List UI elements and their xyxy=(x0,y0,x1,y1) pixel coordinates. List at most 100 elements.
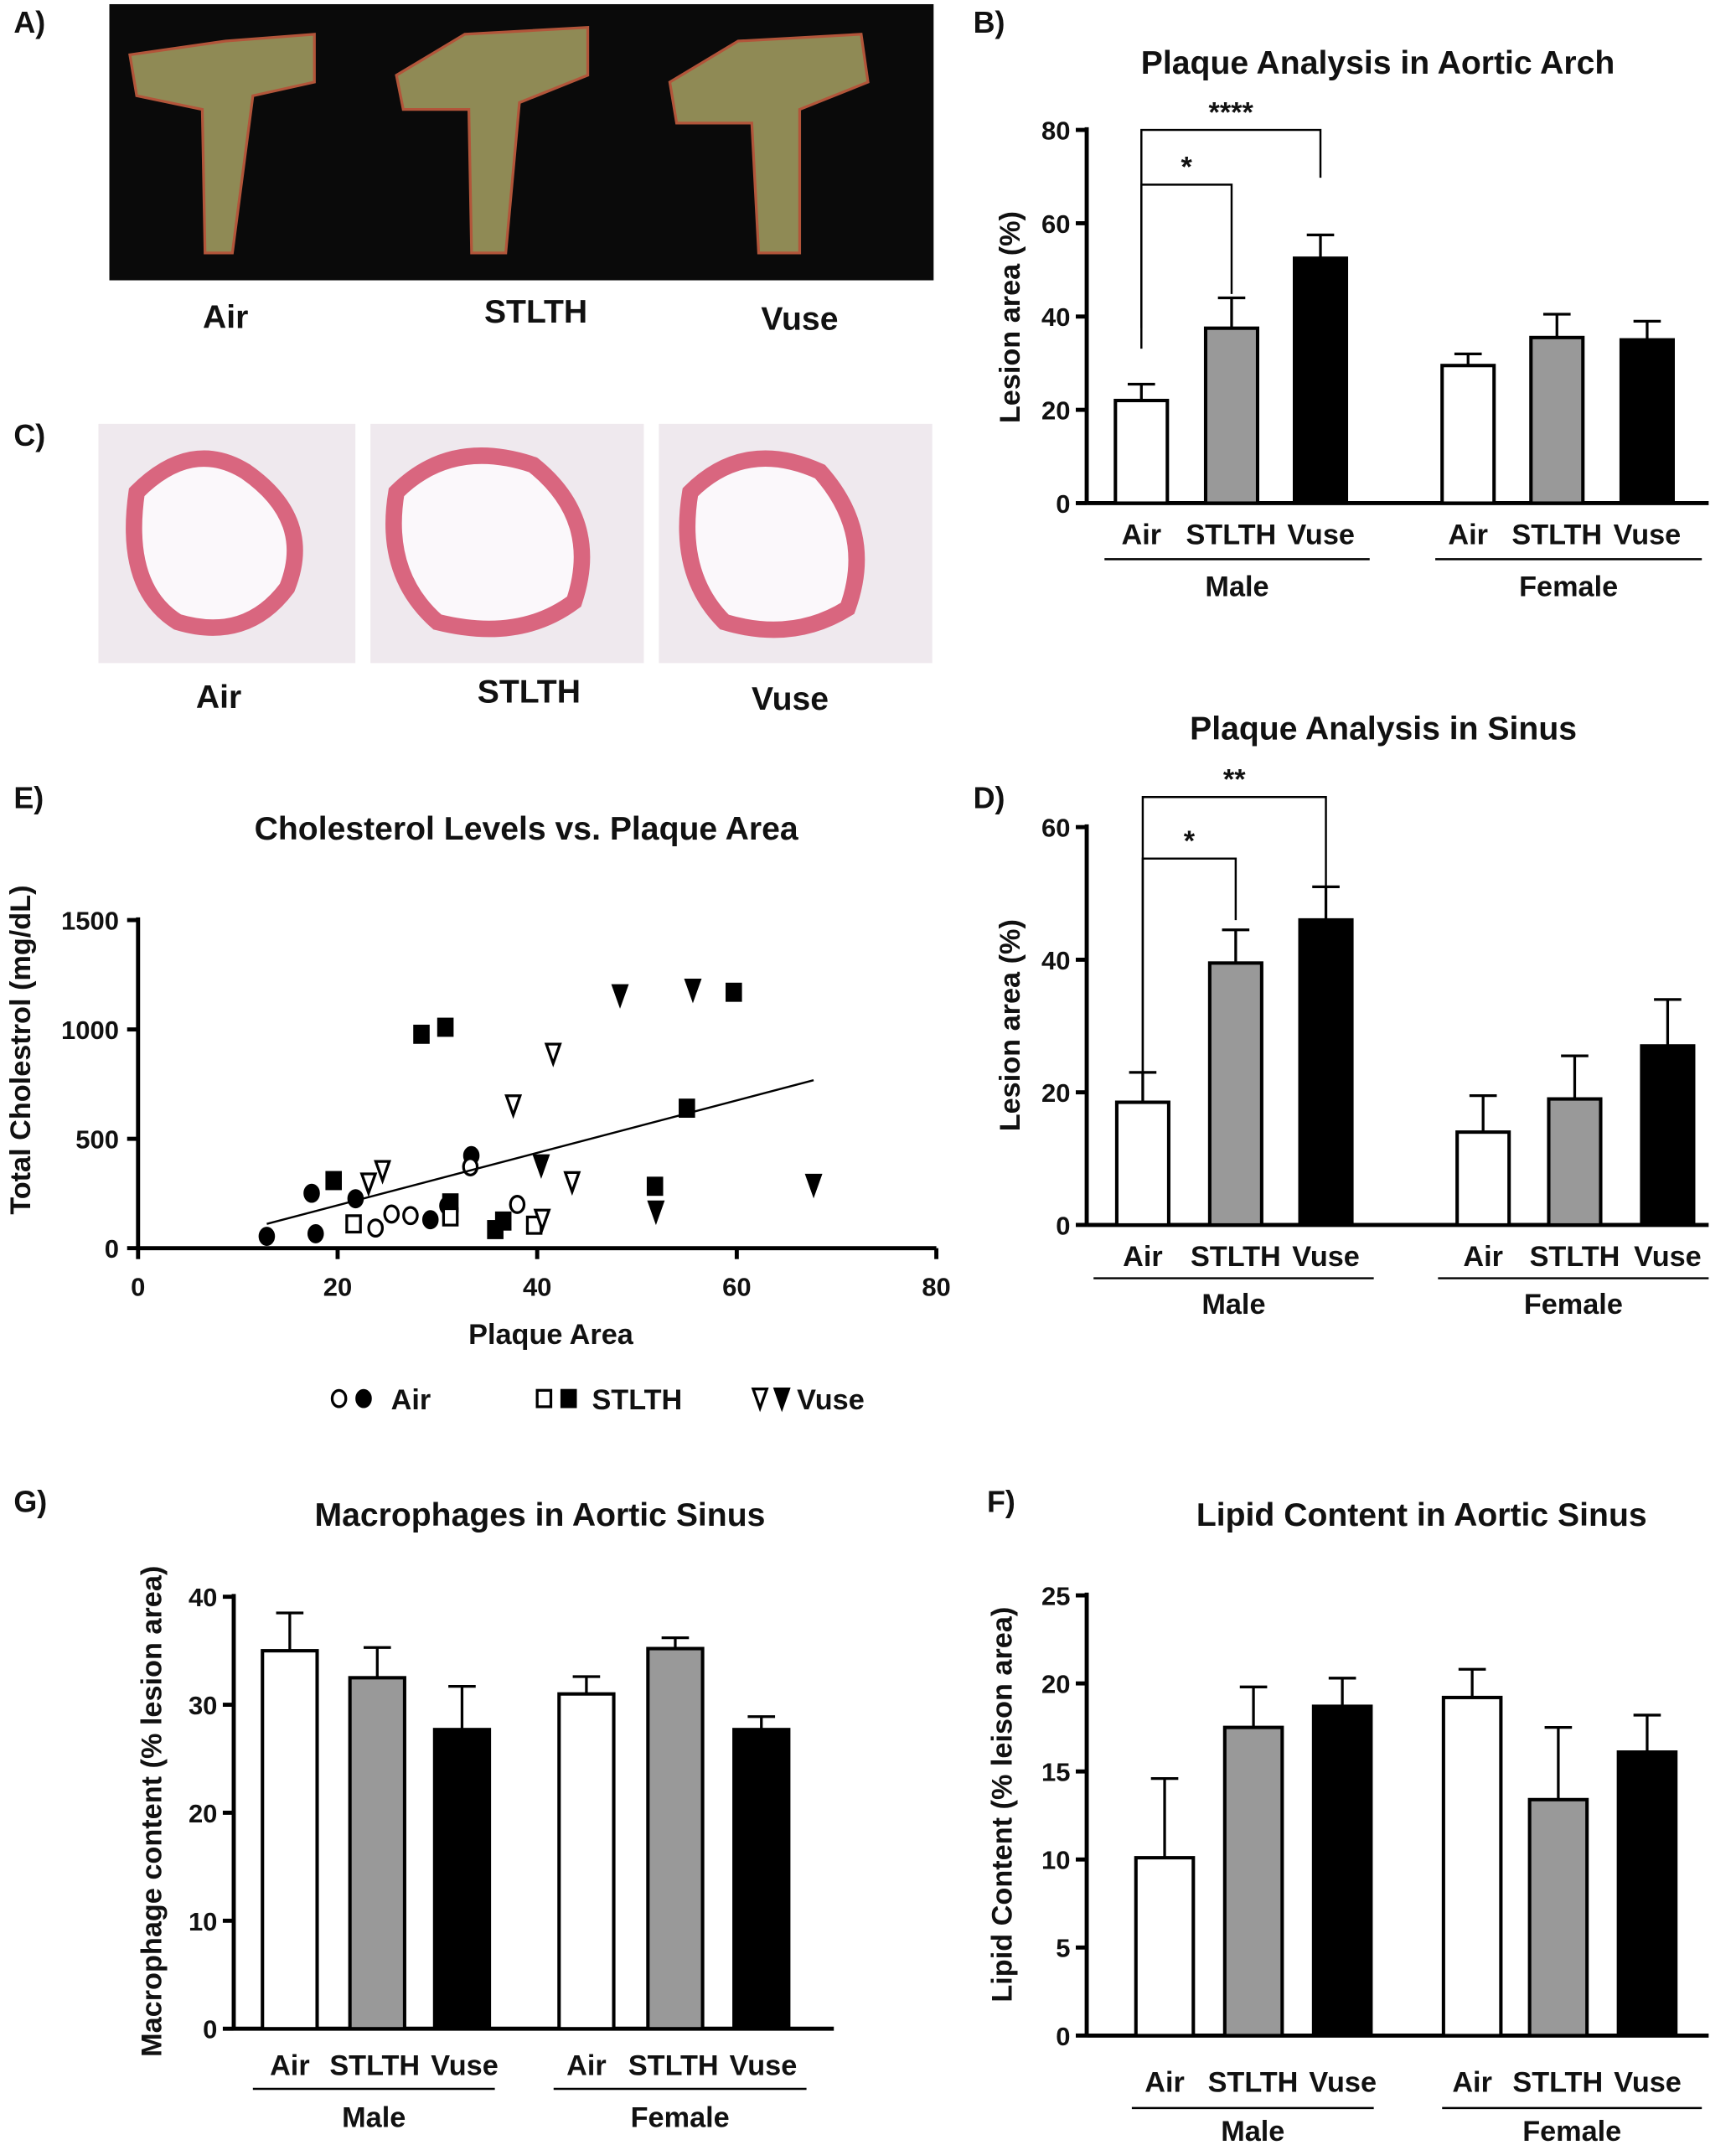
point-vuse-filled xyxy=(611,984,629,1009)
charts: B) Plaque Analysis in Aortic Arch Lesion a… xyxy=(5,6,1709,2145)
legend-marker-open xyxy=(330,1388,348,1408)
y-axis-label: Lesion area (%) xyxy=(995,919,1026,1131)
y-tick-label: 15 xyxy=(1041,1758,1070,1787)
point-stlth-filled xyxy=(437,1017,454,1037)
category-label: STLTH xyxy=(1530,1241,1620,1273)
regression-line xyxy=(266,1078,814,1225)
panel-letter: B) xyxy=(974,6,1005,39)
group-label: Female xyxy=(1524,1289,1623,1321)
panel-letter: G) xyxy=(13,1486,47,1519)
point-vuse-open xyxy=(504,1094,523,1119)
bar-male-air xyxy=(1114,1100,1170,1227)
y-tick-label: 20 xyxy=(1041,1078,1070,1108)
panel-a-label-vuse: Vuse xyxy=(761,301,838,337)
point-stlth-filled xyxy=(726,982,742,1002)
category-label: Air xyxy=(1123,1241,1163,1273)
legend-marker-filled xyxy=(560,1388,577,1408)
category-label: Air xyxy=(1463,1241,1503,1273)
category-label: Vuse xyxy=(1614,2066,1682,2098)
category-label: Vuse xyxy=(1287,519,1355,550)
significance-label: ** xyxy=(1223,763,1246,795)
point-air-filled xyxy=(307,1223,324,1243)
bar-female-air xyxy=(557,1692,616,2031)
legend: Air STLTH Vuse xyxy=(330,1384,865,1416)
chart-title: Plaque Analysis in Aortic Arch xyxy=(1141,45,1615,81)
legend-label-vuse: Vuse xyxy=(797,1384,865,1416)
y-axis-label: Macrophage content (% lesion area) xyxy=(137,1566,168,2057)
group-label: Male xyxy=(342,2102,406,2134)
point-vuse-filled xyxy=(684,979,702,1004)
panel-letter: D) xyxy=(974,781,1005,814)
y-tick-label: 60 xyxy=(1041,209,1070,239)
chart-title: Lipid Content in Aortic Sinus xyxy=(1196,1497,1647,1533)
category-label: STLTH xyxy=(1186,519,1276,550)
bar-female-vuse xyxy=(1616,1750,1678,2038)
panel-a-letter: A) xyxy=(13,6,45,39)
point-air-filled xyxy=(421,1210,439,1230)
panel-c-label-stlth: STLTH xyxy=(478,675,581,711)
y-tick-label: 30 xyxy=(189,1691,217,1720)
chart-title: Macrophages in Aortic Sinus xyxy=(314,1497,765,1533)
category-label: Vuse xyxy=(1614,519,1682,550)
y-axis-label: Lesion area (%) xyxy=(995,211,1026,423)
point-vuse-filled xyxy=(647,1200,665,1226)
legend-marker-open xyxy=(535,1388,553,1408)
group-label: Male xyxy=(1221,2116,1284,2145)
aortic-arch-photo xyxy=(109,3,934,281)
legend-label-stlth: STLTH xyxy=(592,1384,682,1416)
significance-label: **** xyxy=(1208,96,1253,128)
panel-a-label-stlth: STLTH xyxy=(484,294,587,330)
y-tick-label: 500 xyxy=(75,1125,119,1155)
y-tick-label: 10 xyxy=(1041,1846,1070,1875)
panel-letter: F) xyxy=(987,1486,1015,1519)
point-stlth-open xyxy=(442,1207,459,1227)
chart-title: Cholesterol Levels vs. Plaque Area xyxy=(255,811,799,847)
bar-female-stlth xyxy=(1529,335,1585,505)
y-tick-label: 0 xyxy=(105,1234,119,1264)
bar-male-air xyxy=(1134,1856,1196,2038)
bar-male-vuse xyxy=(1311,1704,1373,2038)
significance-bracket xyxy=(1141,796,1327,1073)
panel-c-letter: C) xyxy=(13,419,45,452)
y-tick-label: 40 xyxy=(189,1583,217,1612)
y-tick-label: 0 xyxy=(1056,2022,1070,2051)
significance-bracket xyxy=(1140,128,1322,328)
significance-bracket xyxy=(1140,183,1233,349)
group-label: Female xyxy=(1519,571,1618,602)
category-label: Vuse xyxy=(1292,1241,1360,1273)
bar-male-vuse xyxy=(1292,256,1349,505)
category-label: Air xyxy=(1122,519,1162,550)
bar-female-vuse xyxy=(1619,338,1675,505)
bar-female-air xyxy=(1441,1695,1503,2038)
y-tick-label: 60 xyxy=(1041,814,1070,843)
panel-a-label-air: Air xyxy=(203,300,248,336)
point-stlth-filled xyxy=(494,1211,512,1231)
bar-female-stlth xyxy=(646,1646,705,2031)
point-air-open xyxy=(383,1204,400,1224)
y-tick-label: 20 xyxy=(1041,396,1070,426)
y-tick-label: 20 xyxy=(189,1799,217,1828)
bar-male-stlth xyxy=(1207,961,1263,1227)
bar-female-stlth xyxy=(1547,1097,1603,1227)
histology-photos xyxy=(98,423,933,664)
point-air-filled xyxy=(303,1183,320,1203)
category-label: Air xyxy=(270,2050,310,2082)
point-vuse-open xyxy=(533,1208,551,1233)
bar-male-stlth xyxy=(1222,1725,1284,2038)
bar-male-vuse xyxy=(432,1728,492,2031)
point-air-open xyxy=(402,1206,419,1226)
point-air-open xyxy=(509,1195,526,1214)
category-label: STLTH xyxy=(1208,2066,1299,2098)
y-tick-label: 80 xyxy=(1041,116,1070,146)
y-tick-label: 0 xyxy=(1056,1211,1070,1240)
group-label: Female xyxy=(1522,2116,1621,2145)
legend-marker-filled xyxy=(772,1388,791,1413)
category-label: Vuse xyxy=(1309,2066,1377,2098)
y-tick-label: 20 xyxy=(1041,1670,1070,1699)
x-tick-label: 60 xyxy=(722,1273,751,1302)
point-air-filled xyxy=(258,1227,276,1246)
group-label: Male xyxy=(1205,571,1268,602)
y-tick-label: 1000 xyxy=(61,1016,119,1045)
bar-female-air xyxy=(1440,364,1496,505)
y-tick-label: 0 xyxy=(203,2015,217,2044)
